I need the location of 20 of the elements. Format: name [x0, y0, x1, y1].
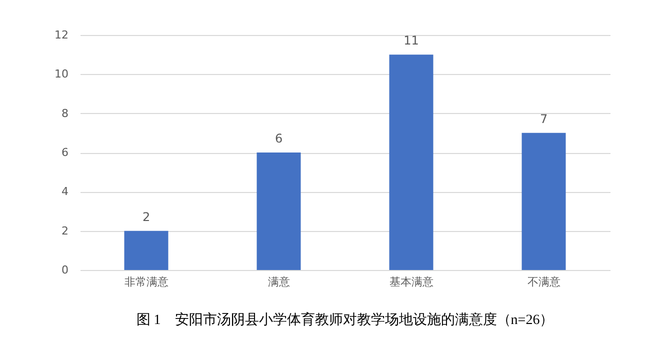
bar: [124, 230, 168, 270]
bar: [256, 152, 301, 270]
x-tick-label: 不满意: [527, 276, 560, 288]
data-label: 6: [274, 132, 283, 146]
x-tick-label: 满意: [268, 276, 290, 288]
y-tick-label: 4: [62, 185, 68, 198]
data-label: 2: [142, 210, 150, 224]
y-tick-label: 8: [62, 106, 68, 120]
data-label: 11: [404, 34, 419, 48]
y-tick-label: 6: [62, 146, 68, 159]
y-tick-label: 10: [54, 68, 68, 81]
y-tick-label: 2: [62, 224, 68, 238]
y-tick-label: 12: [54, 28, 68, 42]
data-label: 7: [540, 112, 548, 126]
bar: [389, 54, 434, 270]
x-tick-label: 基本满意: [389, 276, 434, 288]
text: 图 1 安阳市汤阴县小学体育教师对教学场地设施的满意度（n=26）: [136, 311, 554, 328]
y-tick-label: 0: [62, 264, 68, 276]
bar: [522, 132, 566, 270]
x-tick-label: 非常满意: [124, 276, 168, 288]
